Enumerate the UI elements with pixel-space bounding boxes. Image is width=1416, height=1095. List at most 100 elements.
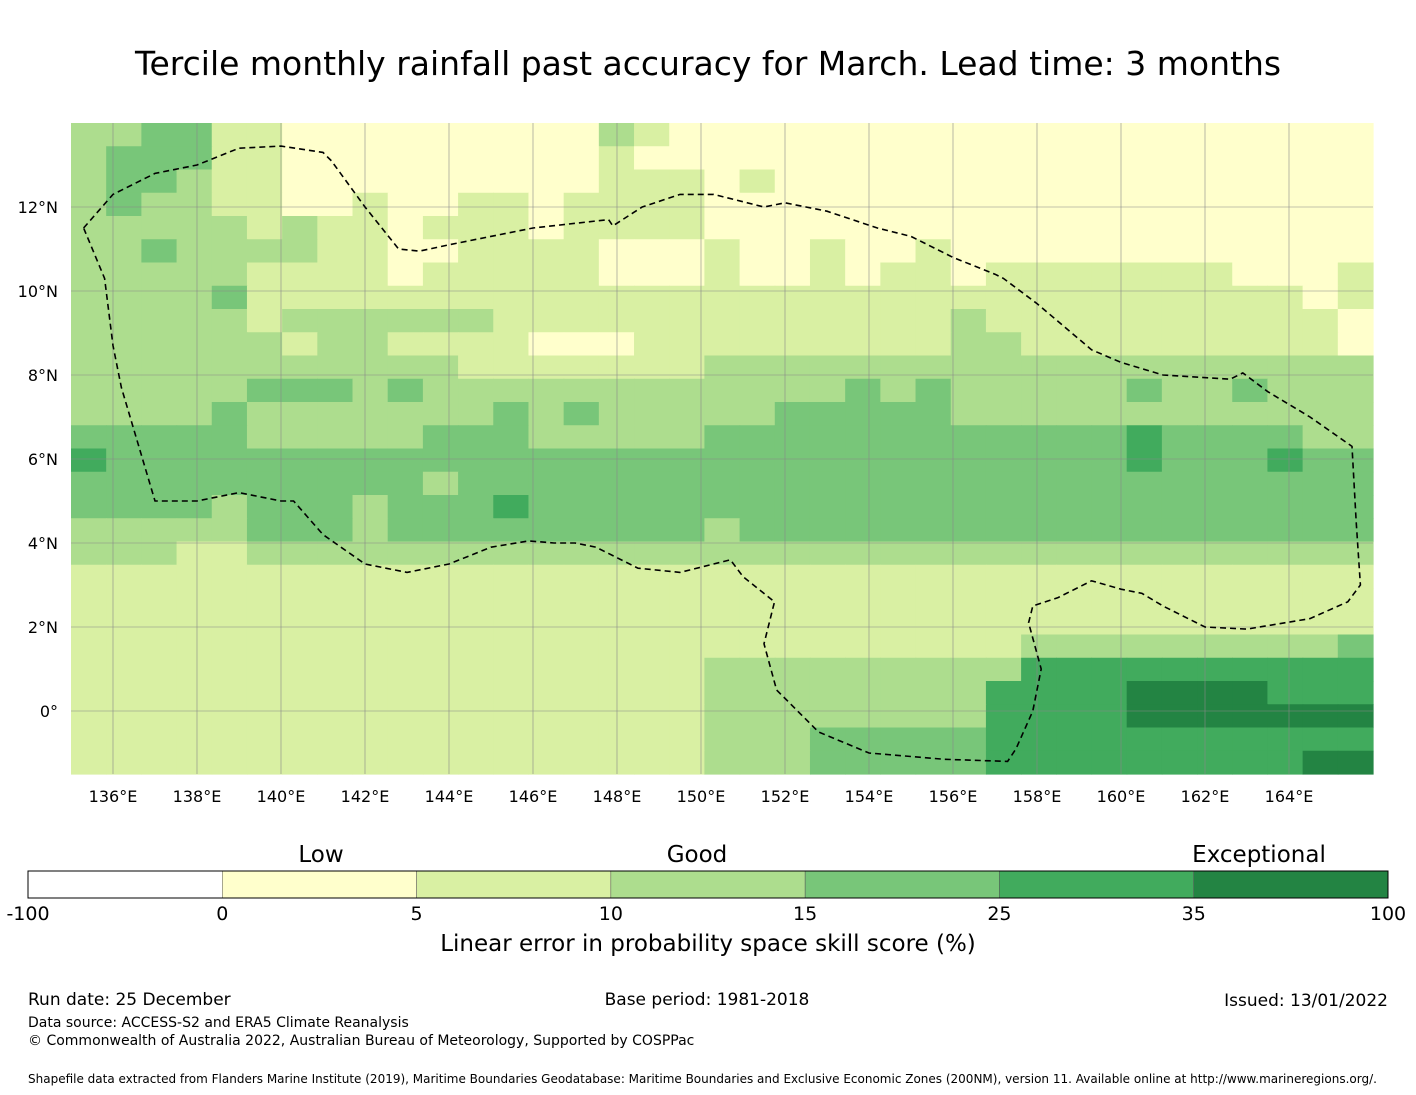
grid-cell	[809, 378, 846, 403]
latitude-tick-label: 0°	[40, 702, 58, 721]
colorbar-tick-label: 0	[216, 903, 228, 925]
grid-cell	[845, 239, 881, 264]
grid-cell	[1302, 634, 1339, 659]
grid-cell	[915, 750, 952, 775]
longitude-tick-label: 142°E	[341, 787, 390, 806]
grid-cell	[950, 378, 987, 403]
grid-cell	[352, 146, 389, 171]
grid-cell	[1302, 378, 1339, 403]
grid-cell	[1091, 541, 1128, 566]
grid-cell	[317, 309, 354, 333]
grid-cell	[493, 471, 530, 496]
grid-cell	[1267, 634, 1304, 659]
grid-cell	[985, 704, 1022, 729]
grid-cell	[387, 727, 424, 752]
latitude-tick-label: 2°N	[28, 618, 58, 637]
grid-cell	[634, 285, 670, 310]
grid-cell	[845, 169, 881, 194]
longitude-tick-label: 160°E	[1097, 787, 1146, 806]
grid-cell	[246, 262, 283, 287]
grid-cell	[669, 634, 706, 659]
latitude-tick-label: 10°N	[18, 282, 58, 301]
grid-cell	[211, 285, 248, 310]
grid-cell	[71, 448, 107, 473]
grid-cell	[282, 355, 318, 380]
grid-cell	[1232, 402, 1269, 426]
grid-cell	[1091, 239, 1128, 264]
grid-cell	[528, 332, 565, 357]
grid-cell	[669, 518, 706, 543]
grid-cell	[1267, 239, 1304, 264]
grid-cell	[845, 704, 881, 729]
grid-cell	[774, 704, 811, 729]
grid-cell	[1302, 123, 1339, 147]
grid-cell	[634, 146, 670, 171]
grid-cell	[493, 378, 530, 403]
run-date: Run date: 25 December	[28, 990, 231, 1010]
grid-cell	[739, 239, 776, 264]
grid-cell	[458, 611, 494, 636]
grid-cell	[739, 541, 776, 566]
grid-cell	[422, 727, 459, 752]
grid-cell	[845, 518, 881, 543]
grid-cell	[563, 402, 600, 426]
grid-cell	[1021, 448, 1057, 473]
grid-cell	[422, 216, 459, 240]
latitude-tick-labels: 12°N 10°N 8°N 6°N 4°N 2°N 0°	[18, 198, 58, 721]
grid-cell	[669, 332, 706, 357]
grid-cell	[669, 169, 706, 194]
grid-cell	[1056, 541, 1093, 566]
grid-cell	[704, 332, 741, 357]
grid-cell	[422, 309, 459, 333]
grid-cell	[1056, 239, 1093, 264]
grid-cell	[845, 309, 881, 333]
grid-cell	[704, 495, 741, 519]
grid-cell	[1232, 704, 1269, 729]
grid-cell	[634, 471, 670, 496]
grid-cell	[387, 541, 424, 566]
grid-cell	[1337, 169, 1374, 194]
grid-cell	[985, 611, 1022, 636]
grid-cell	[211, 425, 248, 450]
grid-cell	[1197, 727, 1233, 752]
grid-cell	[422, 634, 459, 659]
grid-cell	[1302, 588, 1339, 612]
grid-cell	[1267, 518, 1304, 543]
grid-cell	[458, 146, 494, 171]
grid-cell	[1161, 123, 1198, 147]
grid-cell	[1232, 588, 1269, 612]
grid-cell	[282, 750, 318, 775]
grid-cell	[950, 169, 987, 194]
grid-cell	[141, 402, 178, 426]
grid-cell	[1056, 448, 1093, 473]
grid-cell	[634, 378, 670, 403]
grid-cell	[563, 309, 600, 333]
grid-cell	[458, 239, 494, 264]
grid-cell	[880, 681, 917, 705]
grid-cell	[71, 216, 107, 240]
grid-cell	[422, 611, 459, 636]
grid-cell	[528, 425, 565, 450]
grid-cell	[809, 192, 846, 217]
grid-cell	[704, 611, 741, 636]
grid-cell	[211, 564, 248, 589]
colorbar-segment	[804, 870, 1000, 899]
grid-cell	[1197, 588, 1233, 612]
grid-cell	[317, 169, 354, 194]
grid-cell	[458, 471, 494, 496]
grid-cell	[1161, 216, 1198, 240]
grid-cell	[950, 611, 987, 636]
grid-cell	[1197, 332, 1233, 357]
grid-cell	[387, 471, 424, 496]
grid-cell	[493, 750, 530, 775]
grid-cell	[528, 518, 565, 543]
grid-cell	[985, 564, 1022, 589]
grid-cell	[246, 681, 283, 705]
grid-cell	[317, 657, 354, 682]
grid-cell	[422, 285, 459, 310]
grid-cell	[1161, 657, 1198, 682]
grid-cell	[809, 704, 846, 729]
grid-cell	[211, 355, 248, 380]
grid-cell	[809, 169, 846, 194]
grid-cell	[1232, 262, 1269, 287]
